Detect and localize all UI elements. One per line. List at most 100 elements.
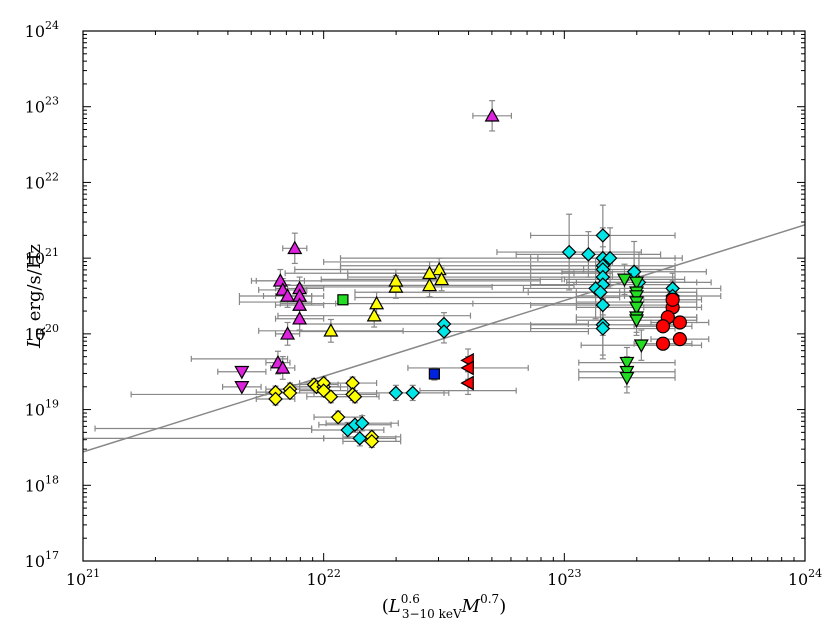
red-left-marker: [460, 360, 474, 376]
yellow-up-marker: [431, 261, 447, 276]
red-circle-marker: [655, 336, 671, 351]
green-down-marker: [629, 301, 645, 316]
yellow-diamond-marker: [282, 385, 298, 401]
red-circle-marker: [672, 332, 687, 347]
x-tick-base: 10: [306, 570, 326, 589]
x-title-msup: 0.7: [480, 592, 499, 606]
y-tick-base: 10: [25, 325, 45, 344]
y-tick-label: 1020: [25, 322, 59, 344]
green-down-marker: [633, 339, 649, 353]
red-circle-marker: [655, 319, 671, 334]
y-tick-base: 10: [25, 552, 45, 571]
red-circle-marker: [672, 315, 687, 330]
axis-ticks: [82, 30, 806, 562]
y-tick-exp: 24: [45, 19, 59, 32]
cyan-diamond-marker: [595, 297, 611, 313]
x-tick-exp: 22: [327, 567, 341, 580]
x-title-open: (: [382, 596, 389, 617]
y-tick-exp: 19: [45, 398, 59, 411]
yellow-diamond-marker: [268, 391, 283, 407]
yellow-up-marker: [422, 277, 438, 292]
yellow-up-marker: [369, 295, 385, 310]
x-axis-title: (L0.6 3−10 keVM0.7): [382, 592, 506, 621]
blue-square-marker: [428, 368, 440, 380]
green-down-marker: [616, 273, 633, 288]
y-tick-base: 10: [25, 401, 45, 420]
y-title-unit: erg/s/Hz: [24, 244, 45, 327]
yellow-up-marker: [323, 323, 339, 337]
y-tick-label: 1018: [25, 473, 59, 495]
x-tick-label: 1021: [66, 567, 100, 589]
magenta-up-marker: [287, 240, 303, 255]
cyan-diamond-marker: [593, 284, 608, 300]
y-tick-exp: 21: [45, 246, 59, 259]
cyan-diamond-marker: [581, 247, 596, 262]
magenta-down-marker: [234, 365, 250, 380]
y-tick-label: 1024: [25, 19, 59, 41]
cyan-diamond-marker: [595, 228, 611, 243]
y-tick-exp: 17: [45, 549, 59, 562]
y-tick-base: 10: [25, 476, 45, 495]
magenta-up-marker: [275, 360, 291, 374]
yellow-up-marker: [388, 273, 404, 287]
x-tick-base: 10: [66, 570, 86, 589]
y-tick-label: 1017: [25, 549, 59, 571]
magenta-up-marker: [292, 310, 308, 325]
x-tick-exp: 21: [86, 567, 100, 580]
markers-layer: [234, 108, 687, 449]
plot-area: [83, 100, 805, 453]
y-axis-title: LR erg/s/Hz: [24, 244, 48, 349]
y-title-L: L: [24, 336, 45, 349]
yellow-diamond-marker: [330, 409, 346, 425]
yellow-diamond-marker: [347, 389, 363, 405]
y-tick-label: 1022: [25, 170, 59, 192]
y-title-sub: R: [34, 326, 48, 336]
green-down-marker: [619, 371, 635, 386]
x-title-close: ): [499, 596, 506, 617]
x-tick-label: 1023: [547, 567, 581, 589]
y-tick-exp: 23: [45, 95, 59, 108]
x-tick-exp: 24: [808, 567, 822, 580]
cyan-diamond-marker: [602, 250, 618, 266]
yellow-diamond-marker: [364, 434, 380, 449]
x-title-sup: 0.6: [401, 592, 420, 606]
yellow-diamond-marker: [323, 389, 339, 405]
cyan-diamond-marker: [561, 244, 577, 260]
cyan-diamond-marker: [354, 415, 370, 431]
y-tick-label: 1019: [25, 398, 59, 420]
green-down-marker: [629, 314, 645, 328]
x-title-L: L: [388, 596, 401, 617]
x-tick-exp: 23: [568, 567, 582, 580]
y-tick-base: 10: [25, 249, 45, 268]
y-tick-exp: 18: [45, 473, 59, 486]
x-tick-base: 10: [788, 570, 808, 589]
red-circle-marker: [665, 292, 680, 307]
cyan-diamond-marker: [388, 385, 404, 401]
red-left-marker: [460, 375, 474, 391]
plot-frame: [82, 30, 806, 562]
green-square-marker: [337, 294, 349, 306]
magenta-up-marker: [292, 297, 308, 311]
cyan-diamond-marker: [436, 324, 452, 339]
x-title-sub: 3−10 keV: [402, 607, 462, 621]
x-tick-base: 10: [547, 570, 567, 589]
x-tick-label: 1024: [788, 567, 822, 589]
y-tick-exp: 20: [45, 322, 59, 335]
x-title-M: M: [461, 596, 481, 617]
x-tick-label: 1022: [306, 567, 340, 589]
magenta-down-marker: [234, 381, 250, 395]
magenta-up-marker: [280, 288, 296, 302]
magenta-up-marker: [280, 326, 296, 340]
y-tick-base: 10: [25, 173, 45, 192]
y-tick-label: 1021: [25, 246, 59, 268]
y-tick-base: 10: [25, 98, 45, 117]
y-tick-exp: 22: [45, 170, 59, 183]
y-tick-label: 1023: [25, 95, 59, 117]
green-down-marker: [629, 276, 645, 291]
magenta-up-marker: [272, 273, 288, 287]
cyan-diamond-marker: [352, 430, 368, 446]
y-tick-base: 10: [25, 22, 45, 41]
green-down-marker: [619, 356, 635, 371]
